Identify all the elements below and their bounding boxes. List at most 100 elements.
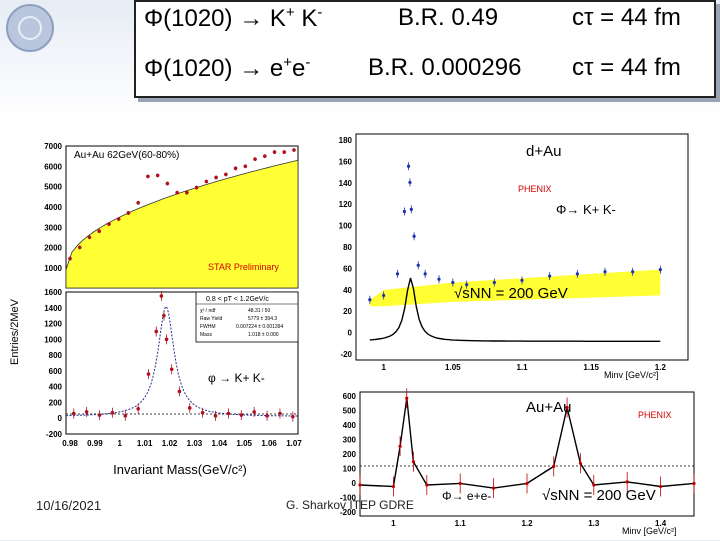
particle-label: Φ(1020) xyxy=(144,55,233,82)
star-bottom-point xyxy=(278,411,282,416)
dau-point xyxy=(409,207,413,211)
stats-row-name: Mass xyxy=(200,332,212,338)
dau-point xyxy=(465,283,469,287)
dau-yticks: 180 160 140 120 100 80 60 40 20 0 -20 xyxy=(339,136,353,359)
star-top-y-tick-label: 5000 xyxy=(44,183,62,192)
dau-point xyxy=(575,272,579,276)
dau-points xyxy=(368,162,662,304)
auau-decay-label: Φ→ e+e- xyxy=(442,489,491,503)
dau-xticks: 1 1.05 1.1 1.15 1.2 xyxy=(381,363,666,372)
star-top-point xyxy=(253,157,257,161)
auau-point xyxy=(492,486,496,490)
ctau-symbol: cτ xyxy=(572,54,594,81)
footer-date: 10/16/2021 xyxy=(36,498,102,513)
star-bottom-point xyxy=(239,413,244,417)
stats-row-name: χ² / ndf xyxy=(200,308,216,314)
star-bottom-point xyxy=(187,406,192,410)
auau-point xyxy=(405,396,409,400)
star-bottom-y-tick-label: 200 xyxy=(49,398,63,407)
star-bottom-point xyxy=(164,337,169,342)
star-top-point xyxy=(77,245,82,250)
star-top-point xyxy=(146,174,150,179)
dau-point xyxy=(451,280,455,285)
auau-point xyxy=(659,484,663,489)
auau-y-tick-label: 300 xyxy=(343,436,357,445)
star-bottom-y-tick-label: 0 xyxy=(58,414,63,423)
dau-point xyxy=(382,293,386,298)
star-top-point xyxy=(194,185,199,190)
star-top-title: Au+Au 62GeV(60-80%) xyxy=(74,150,179,161)
dau-y-tick-label: 40 xyxy=(343,286,352,295)
star-top-point xyxy=(97,229,102,233)
dau-y-tick-label: 100 xyxy=(339,222,353,231)
charge-label: + xyxy=(285,4,295,21)
ctau-kk: cτ = 44 fm xyxy=(572,4,681,32)
star-bottom-y-tick-label: -200 xyxy=(46,430,63,439)
star-top-point xyxy=(292,148,296,152)
stats-header: 0.8 < pT < 1.2GeV/c xyxy=(206,296,269,303)
decay-row-ee: Φ(1020) → e+e- xyxy=(144,54,310,83)
dau-background-band xyxy=(369,269,661,307)
star-top-point xyxy=(155,173,160,178)
particle-label: Φ(1020) xyxy=(144,5,233,32)
star-bottom-point xyxy=(252,410,256,414)
star-top-point xyxy=(116,217,121,221)
charge-label: - xyxy=(317,4,323,21)
star-bottom-x-tick-label: 1.06 xyxy=(261,439,277,448)
dau-experiment-label: PHENIX xyxy=(518,184,552,194)
auau-x-tick-label: 1.3 xyxy=(588,519,600,528)
star-bottom-y-tick-label: 1600 xyxy=(44,288,62,297)
star-bottom-point xyxy=(169,367,174,372)
auau-fit-curve xyxy=(359,398,695,489)
star-top-point xyxy=(282,150,287,154)
star-bottom-x-tick-label: 1.01 xyxy=(137,439,153,448)
stats-row-value: 48.31 / 50 xyxy=(248,308,270,314)
dau-point xyxy=(416,263,420,267)
dau-x-tick-label: 1.15 xyxy=(583,363,599,372)
star-bottom-x-tick-label: 1.07 xyxy=(286,439,302,448)
star-bottom-x-tick-label: 0.98 xyxy=(62,439,78,448)
star-bottom-yticks: 1600 1400 1200 1000 800 600 400 200 0 -200 xyxy=(44,288,62,439)
dau-y-tick-label: 60 xyxy=(343,264,352,273)
auau-point xyxy=(625,480,629,484)
star-bottom-x-tick-label: 1 xyxy=(118,439,123,448)
star-top-point xyxy=(243,164,248,169)
star-top-y-tick-label: 4000 xyxy=(44,203,62,212)
ctau-value: = 44 fm xyxy=(600,54,681,81)
star-bottom-point xyxy=(162,313,166,318)
auau-y-tick-label: 100 xyxy=(343,465,357,474)
charge-label: - xyxy=(305,54,311,71)
star-bottom-point xyxy=(200,410,205,415)
star-bottom-point xyxy=(136,406,140,411)
ctau-symbol: cτ xyxy=(572,4,594,31)
charge-label: + xyxy=(283,54,292,71)
auau-point xyxy=(411,460,416,464)
phenix-auau-plot: 600 500 400 300 200 100 0 -100 -200 1 1.1 1.2 1.3 1.… xyxy=(334,386,696,536)
dau-point xyxy=(492,280,496,285)
auau-point xyxy=(425,483,429,487)
star-bottom-point xyxy=(154,329,159,334)
star-plot-svg: Entries/2MeV 700060005000400030002000100… xyxy=(9,142,302,477)
auau-y-tick-label: -100 xyxy=(340,494,357,503)
star-top-y-tick-label: 3000 xyxy=(44,223,62,232)
star-top-point xyxy=(204,179,209,184)
dau-y-tick-label: 80 xyxy=(343,243,352,252)
star-bottom-point xyxy=(291,414,295,419)
stats-row-name: FWHM xyxy=(200,324,216,330)
star-bottom-point xyxy=(226,411,231,416)
product-label: K xyxy=(301,5,318,32)
star-top-points xyxy=(68,148,296,261)
dau-point xyxy=(395,272,400,276)
dau-title: d+Au xyxy=(526,143,561,160)
star-bottom-x-tick-label: 1.05 xyxy=(236,439,252,448)
auau-y-tick-label: 400 xyxy=(343,421,357,430)
arrow-label: → xyxy=(239,5,264,32)
dau-point xyxy=(423,272,427,276)
auau-title: Au+Au xyxy=(526,399,571,416)
star-bottom-y-tick-label: 1000 xyxy=(44,335,62,344)
ctau-ee: cτ = 44 fm xyxy=(572,54,681,82)
footer-author: G. Sharkov ITEP GDRE xyxy=(286,498,414,512)
star-top-y-tick-label: 6000 xyxy=(44,162,62,171)
auau-y-tick-label: 500 xyxy=(343,407,357,416)
star-top-point xyxy=(87,235,92,240)
